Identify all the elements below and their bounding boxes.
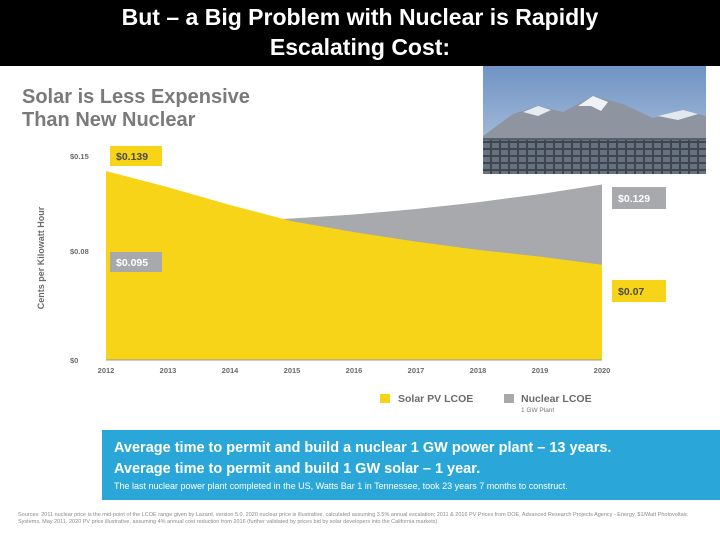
nuclear-end-value-label-box <box>612 187 666 209</box>
lcoe-area-chart: $0 $0.08 $0.15 Cents per Kilowatt Hour 2012 2… <box>36 146 666 414</box>
x-tick-label: 2012 <box>98 366 115 375</box>
x-tick-label: 2014 <box>222 366 240 375</box>
solar-start-value-label: $0.139 <box>116 151 148 163</box>
info-line-watts-bar: The last nuclear power plant completed i… <box>114 481 568 491</box>
chart-subtitle-line-1: Solar is Less Expensive <box>22 86 250 108</box>
y-axis-label: Cents per Kilowatt Hour <box>36 206 46 309</box>
chart-subtitle-line-2: Than New Nuclear <box>22 109 196 131</box>
x-tick-label: 2020 <box>594 366 611 375</box>
legend-label-solar: Solar PV LCOE <box>398 393 473 405</box>
solar-field-photo <box>483 66 706 174</box>
nuclear-start-value-label: $0.095 <box>116 257 148 269</box>
solar-start-value-label-box <box>110 146 162 166</box>
nuclear-start-value-label-box <box>110 252 162 272</box>
y-tick-label: $0.15 <box>70 152 89 161</box>
info-line-solar: Average time to permit and build 1 GW so… <box>114 461 481 477</box>
slide-title-line-1: But – a Big Problem with Nuclear is Rapi… <box>121 4 599 30</box>
slide-header: But – a Big Problem with Nuclear is Rapi… <box>0 0 720 66</box>
x-tick-label: 2016 <box>346 366 363 375</box>
legend-swatch-nuclear <box>504 394 514 403</box>
x-tick-label: 2017 <box>408 366 425 375</box>
info-box: Average time to permit and build a nucle… <box>102 430 720 500</box>
legend-label-nuclear: Nuclear LCOE <box>521 393 592 405</box>
y-tick-label: $0 <box>70 356 78 365</box>
slide-title-line-2: Escalating Cost: <box>269 34 451 60</box>
y-tick-label: $0.08 <box>70 247 89 256</box>
x-tick-label: 2015 <box>284 366 301 375</box>
info-line-nuclear: Average time to permit and build a nucle… <box>114 440 612 456</box>
nuclear-end-value-label: $0.129 <box>618 193 650 205</box>
x-tick-label: 2019 <box>532 366 549 375</box>
x-tick-label: 2018 <box>470 366 487 375</box>
sources-footnote: Sources: 2011 nuclear price is the mid-p… <box>18 512 688 525</box>
x-tick-label: 2013 <box>160 366 177 375</box>
solar-pv-lcoe-area <box>106 170 602 360</box>
chart-subtitle: Solar is Less Expensive Than New Nuclear <box>22 86 352 132</box>
solar-end-value-label: $0.07 <box>618 286 644 298</box>
solar-end-value-label-box <box>612 280 666 302</box>
legend-swatch-solar <box>380 394 390 403</box>
solar-field-photo-graphic <box>483 66 706 174</box>
legend-sublabel-nuclear: 1 GW Plant <box>521 407 554 414</box>
